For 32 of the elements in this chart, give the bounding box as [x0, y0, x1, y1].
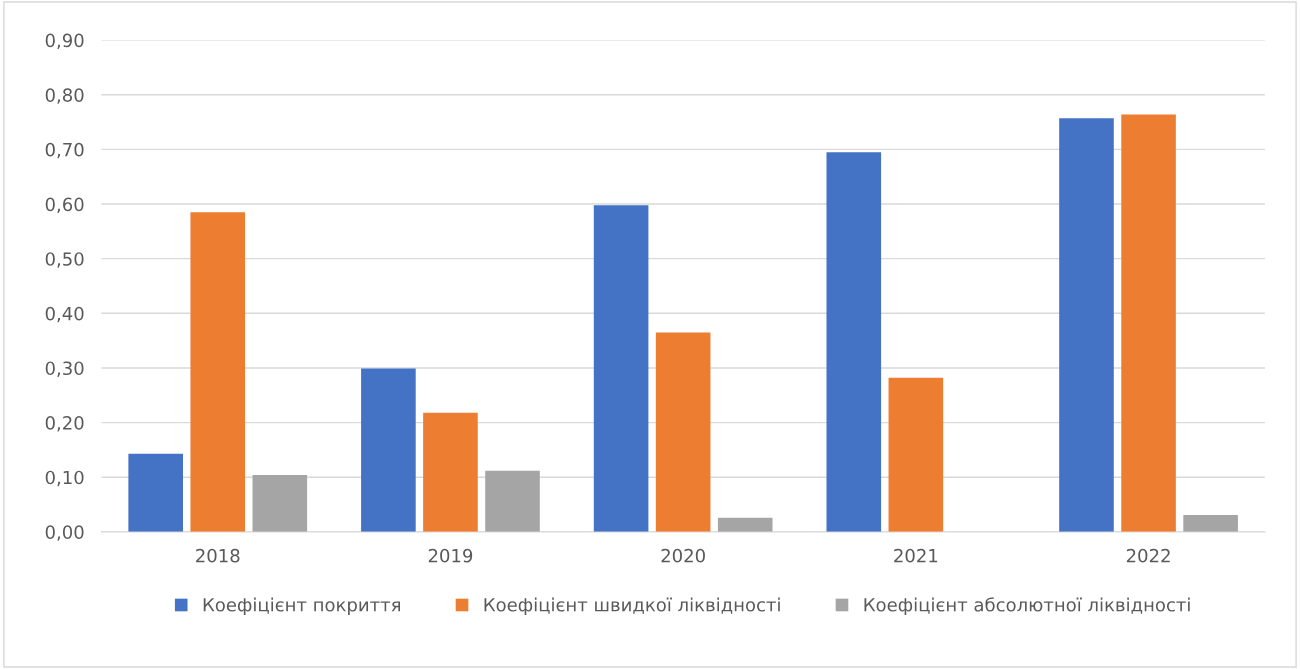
bar [1121, 114, 1176, 532]
bar [826, 152, 882, 532]
y-tick-label: 0,30 [45, 361, 84, 377]
y-tick-label: 0,00 [45, 525, 84, 541]
bar [190, 212, 246, 532]
x-tick-label: 2021 [894, 548, 938, 563]
legend-label: Коефіцієнт покриття [203, 597, 400, 616]
bar [423, 412, 478, 532]
bar [1183, 514, 1238, 532]
bar [128, 453, 183, 532]
bar [361, 368, 416, 532]
legend-label: Коефіцієнт швидкої ліквідності [484, 597, 780, 616]
y-tick-label: 0,20 [45, 416, 84, 432]
bar [485, 470, 540, 532]
bar [252, 475, 308, 532]
y-tick-label: 0,40 [45, 306, 84, 323]
x-tick-label: 2018 [196, 548, 240, 563]
y-tick-label: 0,90 [45, 33, 84, 50]
x-tick-label: 2019 [428, 548, 473, 563]
y-tick-label: 0,80 [45, 88, 84, 104]
y-tick-label: 0,10 [45, 470, 84, 487]
x-tick-label: 2020 [661, 548, 705, 563]
bar [888, 377, 944, 532]
x-tick-label: 2022 [1126, 548, 1170, 563]
y-tick-label: 0,50 [45, 252, 84, 268]
bar [593, 205, 649, 532]
bar [717, 517, 773, 532]
bar [655, 332, 711, 532]
y-tick-label: 0,70 [45, 142, 84, 159]
y-tick-label: 0,60 [45, 197, 84, 213]
legend-label: Коефіцієнт абсолютної ліквідності [864, 597, 1190, 616]
bar [1059, 118, 1114, 532]
